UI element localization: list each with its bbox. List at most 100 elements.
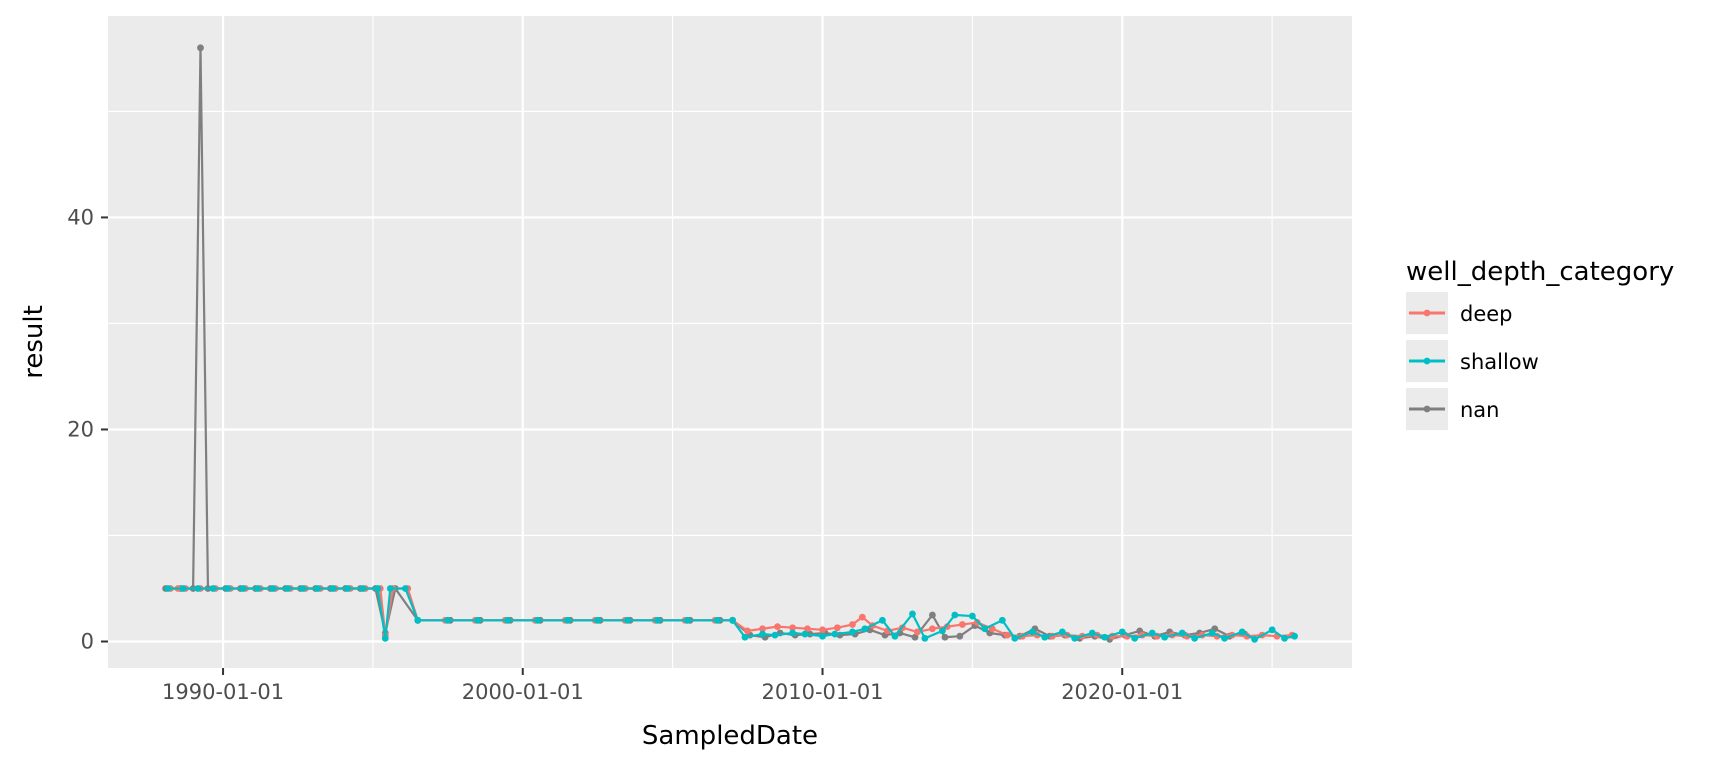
legend-key-point <box>1423 309 1431 317</box>
data-point-shallow <box>921 634 929 642</box>
data-point-shallow <box>1221 634 1228 642</box>
data-point-shallow <box>714 616 721 624</box>
data-point-shallow <box>284 585 292 592</box>
data-point-shallow <box>1238 628 1246 636</box>
data-point-nan <box>941 633 949 641</box>
data-point-shallow <box>771 631 779 639</box>
data-point-deep <box>744 627 751 635</box>
data-point-shallow <box>1291 632 1298 640</box>
data-point-shallow <box>474 616 482 624</box>
data-point-shallow <box>939 627 946 635</box>
data-point-shallow <box>759 630 766 638</box>
data-point-nan <box>929 611 936 619</box>
data-point-shallow <box>1118 628 1126 636</box>
data-point-deep <box>1003 631 1011 639</box>
data-point-shallow <box>1028 628 1036 636</box>
x-tick-label: 2010-01-01 <box>762 680 884 704</box>
y-axis-title: result <box>19 305 49 379</box>
data-point-shallow <box>849 628 856 636</box>
data-point-shallow <box>819 632 826 640</box>
data-point-shallow <box>564 616 572 624</box>
data-point-shallow <box>1178 629 1186 637</box>
data-point-deep <box>804 625 811 633</box>
data-point-shallow <box>329 585 337 592</box>
legend-item-nan: nan <box>1406 388 1500 430</box>
y-tick-label: 40 <box>67 205 94 229</box>
data-point-shallow <box>1161 633 1169 641</box>
legend-item-deep: deep <box>1406 292 1513 334</box>
data-point-shallow <box>741 633 749 641</box>
x-tick-label: 2020-01-01 <box>1061 680 1183 704</box>
data-point-deep <box>858 613 866 621</box>
data-point-shallow <box>1148 629 1156 637</box>
data-point-shallow <box>381 634 389 642</box>
data-point-shallow <box>654 616 661 624</box>
legend-key-point <box>1423 357 1431 365</box>
series-shallow <box>164 585 1298 643</box>
y-tick-label: 20 <box>67 417 94 441</box>
data-point-deep <box>849 621 856 628</box>
data-point-nan <box>197 44 204 52</box>
data-point-shallow <box>164 585 172 592</box>
data-point-deep <box>913 628 921 636</box>
data-point-shallow <box>729 616 736 624</box>
data-point-shallow <box>879 616 886 624</box>
data-point-shallow <box>374 585 382 592</box>
data-point-shallow <box>831 630 839 638</box>
legend-label-shallow: shallow <box>1460 350 1539 374</box>
data-point-shallow <box>951 611 959 619</box>
data-point-shallow <box>359 585 367 592</box>
legend-title: well_depth_category <box>1406 257 1674 287</box>
data-point-shallow <box>444 616 452 624</box>
data-point-shallow <box>684 616 691 624</box>
data-point-shallow <box>314 585 322 592</box>
data-point-shallow <box>269 585 277 592</box>
x-tick-label: 2000-01-01 <box>462 680 584 704</box>
data-point-deep <box>759 625 766 633</box>
series-layer <box>162 44 1298 643</box>
data-point-shallow <box>1058 628 1066 636</box>
x-axis-title: SampledDate <box>642 721 818 751</box>
data-point-shallow <box>1011 634 1019 642</box>
legend: well_depth_category deep shallow nan <box>1406 257 1674 430</box>
data-point-shallow <box>254 585 262 592</box>
data-point-nan <box>911 633 919 641</box>
data-point-shallow <box>344 585 352 592</box>
data-point-deep <box>958 621 966 628</box>
data-point-shallow <box>1281 634 1288 642</box>
x-tick-label: 1990-01-01 <box>162 680 284 704</box>
data-point-shallow <box>1088 629 1096 637</box>
data-point-shallow <box>594 616 601 624</box>
data-point-shallow <box>981 625 989 633</box>
data-point-shallow <box>239 585 247 592</box>
data-point-shallow <box>414 616 422 624</box>
data-point-deep <box>789 624 796 632</box>
data-point-deep <box>833 624 841 632</box>
legend-item-shallow: shallow <box>1406 340 1539 382</box>
data-point-shallow <box>299 585 307 592</box>
plot-panel <box>108 16 1352 668</box>
data-point-shallow <box>1041 633 1049 641</box>
data-point-shallow <box>861 625 869 633</box>
data-point-shallow <box>1251 635 1258 643</box>
data-point-shallow <box>1208 629 1216 637</box>
data-point-shallow <box>401 585 409 592</box>
data-point-shallow <box>968 612 976 620</box>
legend-key-point <box>1423 405 1431 413</box>
grid-minor <box>108 16 1352 668</box>
data-point-shallow <box>194 585 202 592</box>
data-point-shallow <box>624 616 631 624</box>
data-point-shallow <box>789 629 796 637</box>
data-point-shallow <box>1268 626 1276 634</box>
grid-major <box>108 16 1352 668</box>
data-point-shallow <box>534 616 542 624</box>
data-point-shallow <box>224 585 232 592</box>
legend-entries: deep shallow nan <box>1406 292 1539 430</box>
data-point-shallow <box>1191 634 1199 642</box>
data-point-deep <box>819 626 826 634</box>
data-point-shallow <box>801 630 809 638</box>
data-point-shallow <box>386 585 394 592</box>
axes-layer: 0 20 40 1990-01-01 2000-01-01 2010-01-01 2020-… <box>67 205 1183 704</box>
